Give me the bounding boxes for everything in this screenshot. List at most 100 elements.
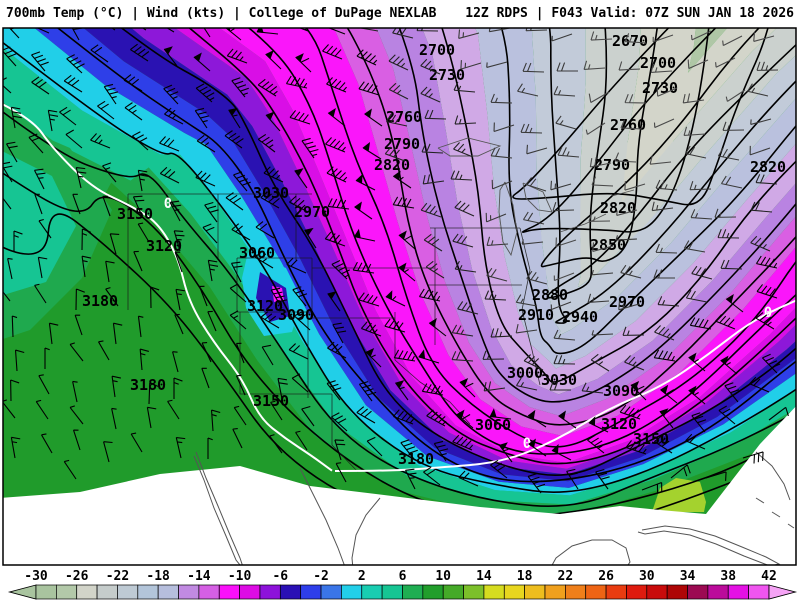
height-contour-2820: [500, 28, 796, 355]
zero-isotherm-label: 0: [164, 196, 172, 212]
height-label-2790: 2790: [384, 135, 420, 153]
colorbar-tick-label: 42: [761, 569, 777, 584]
wind-barb: [618, 61, 641, 71]
wind-barb: [490, 328, 513, 338]
wind-barb: [137, 315, 144, 338]
temp-band--14to-12: [333, 28, 796, 437]
wind-barb: [366, 436, 383, 457]
wind-barb: [720, 259, 743, 270]
wind-barb: [756, 61, 779, 71]
colorbar-segment: [524, 584, 546, 600]
wind-barb: [195, 83, 215, 103]
wind-barb: [356, 49, 378, 66]
wind-barb: [591, 176, 614, 187]
wind-barb: [392, 28, 414, 39]
colorbar-segment: [707, 584, 729, 600]
colorbar-segment: [300, 584, 322, 600]
wind-barb: [277, 377, 288, 400]
wind-barb: [235, 342, 245, 364]
colorbar-tick-label: 6: [399, 569, 407, 584]
wind-barb: [755, 174, 778, 185]
wind-barb: [257, 133, 276, 153]
wind-barb: [285, 75, 308, 89]
wind-barb-pennant: [720, 355, 729, 366]
wind-barb: [452, 233, 474, 248]
wind-barb: [324, 231, 346, 247]
coastline: [299, 467, 345, 565]
coastline: [351, 497, 381, 565]
wind-barb: [198, 285, 208, 307]
wind-barb: [452, 434, 474, 451]
temp-band-0to2: [3, 28, 796, 496]
coastline: [771, 511, 781, 518]
wind-barb: [522, 211, 545, 225]
temp-band--22to-20: [531, 28, 796, 339]
wind-barb: [233, 171, 251, 192]
wind-barb: [358, 81, 380, 96]
colorbar-segment: [218, 584, 240, 600]
wind-barb: [722, 35, 743, 47]
zero-isotherm-label: 0: [523, 436, 531, 452]
colorbar: -30 -26 -22 -18 -14 -10 -6 -2 2 6 10 14 18 22 26 30 34 38…: [7, 569, 798, 600]
coastline: [193, 451, 243, 565]
wind-barb: [71, 28, 83, 41]
wind-barb: [756, 284, 778, 299]
wind-barb: [550, 180, 572, 191]
wind-barb: [755, 312, 775, 330]
wind-barb: [291, 373, 309, 393]
wind-barb: [90, 133, 111, 149]
wind-barb: [656, 87, 678, 97]
wind-barb-pennant: [355, 174, 363, 184]
wind-barb: [102, 162, 117, 183]
height-label-3030: 3030: [253, 184, 289, 202]
wind-barb: [133, 250, 143, 272]
wind-barb: [451, 324, 474, 337]
height-label-2700: 2700: [419, 41, 455, 59]
wind-barb: [207, 437, 213, 459]
wind-barb: [690, 30, 712, 41]
wind-barb: [207, 310, 217, 332]
height-label-2820: 2820: [600, 199, 636, 217]
wind-barb-pennant: [588, 416, 596, 427]
colorbar-segment: [727, 584, 749, 600]
wind-barb-pennant: [199, 18, 207, 25]
wind-barb: [566, 468, 581, 490]
wind-barb: [301, 137, 319, 159]
wind-barb-pennant: [295, 53, 304, 63]
wind-barb: [173, 377, 183, 399]
wind-barb: [454, 115, 477, 125]
colorbar-segment: [320, 584, 342, 600]
wind-barb: [326, 77, 347, 93]
height-label-3030: 3030: [541, 371, 577, 389]
wind-barb: [130, 432, 143, 453]
colorbar-tick-label: -18: [146, 569, 170, 584]
wind-barb: [418, 288, 441, 302]
colorbar-right-arrow: [768, 584, 798, 600]
wind-barb: [768, 406, 789, 421]
wind-barb-pennant: [265, 50, 274, 60]
wind-barb: [327, 28, 346, 35]
wind-barb: [31, 51, 49, 72]
wind-barb: [124, 102, 143, 121]
colorbar-tick-label: -30: [24, 569, 48, 584]
wind-barb: [454, 200, 475, 217]
colorbar-segment: [666, 584, 688, 600]
wind-barb: [641, 481, 663, 494]
product-title: 700mb Temp (°C) | Wind (kts) | College o…: [6, 6, 437, 21]
colorbar-tick-label: 30: [639, 569, 655, 584]
wind-barb: [111, 375, 121, 398]
wind-barb: [451, 351, 474, 362]
wind-barb: [689, 181, 712, 191]
wind-barb: [424, 109, 447, 120]
wind-barb: [588, 212, 611, 222]
wind-barb: [130, 43, 150, 62]
wind-barb: [384, 146, 406, 162]
wind-barb: [589, 157, 612, 168]
wind-barb: [484, 290, 507, 301]
wind-barb: [556, 62, 578, 72]
wind-barb: [31, 76, 50, 95]
wind-barb: [625, 440, 647, 455]
wind-barb: [388, 82, 409, 100]
wind-barb: [491, 179, 513, 190]
